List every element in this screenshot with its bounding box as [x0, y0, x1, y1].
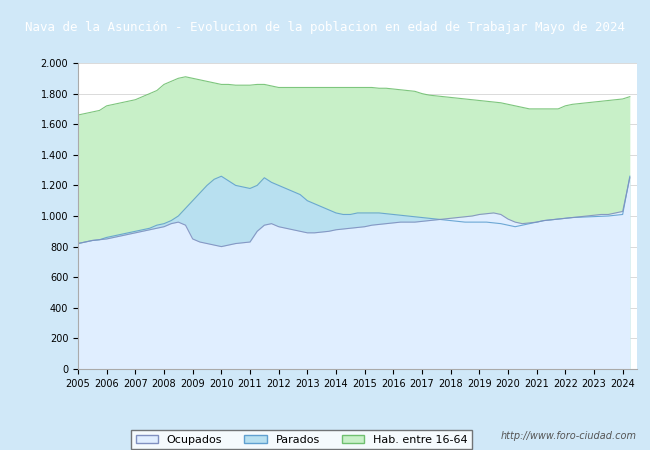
Text: http://www.foro-ciudad.com: http://www.foro-ciudad.com — [501, 431, 637, 441]
Legend: Ocupados, Parados, Hab. entre 16-64: Ocupados, Parados, Hab. entre 16-64 — [131, 430, 472, 449]
Text: Nava de la Asunción - Evolucion de la poblacion en edad de Trabajar Mayo de 2024: Nava de la Asunción - Evolucion de la po… — [25, 21, 625, 33]
